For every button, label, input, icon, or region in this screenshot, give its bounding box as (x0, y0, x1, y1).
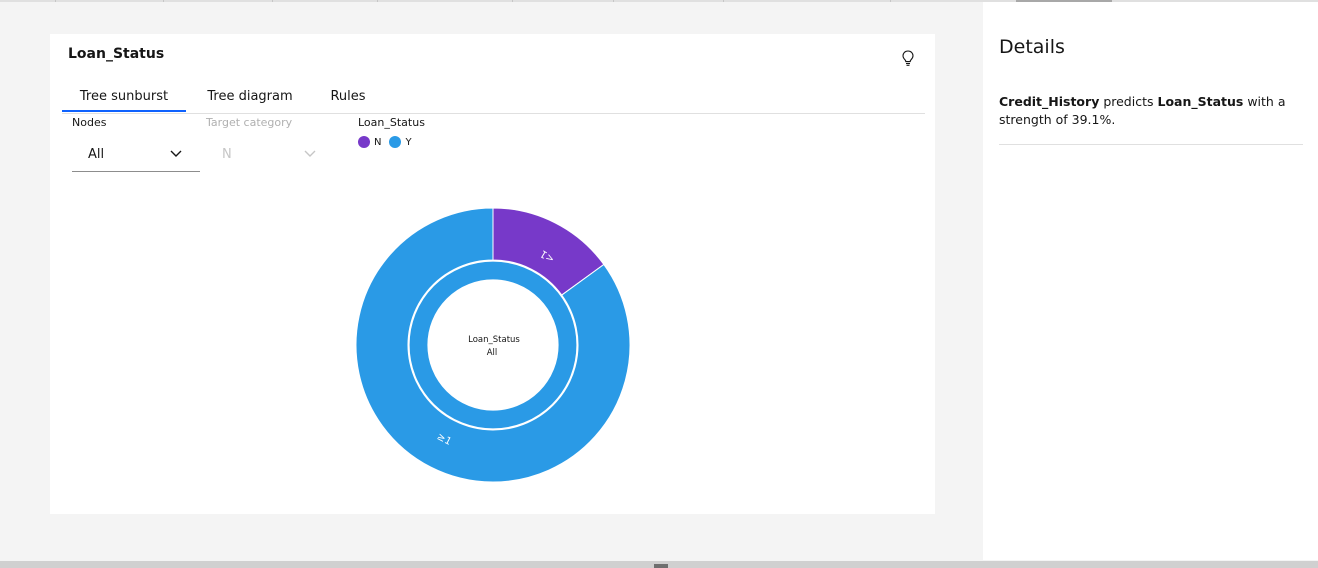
tab-bar: Tree sunburst Tree diagram Rules (62, 86, 925, 114)
center-subtitle: All (487, 348, 498, 358)
details-text-2: with a strength of 39.1%. (999, 94, 1286, 127)
details-text-1: predicts (1099, 94, 1158, 109)
target-category-value: N (222, 147, 232, 162)
tab-tree-diagram[interactable]: Tree diagram (207, 89, 293, 104)
details-divider (999, 144, 1303, 145)
legend-label-y: Y (405, 136, 412, 148)
legend: N Y (358, 136, 420, 148)
legend-item-y: Y (389, 136, 412, 148)
legend-title: Loan_Status (358, 116, 425, 129)
legend-label-n: N (374, 136, 382, 148)
details-title: Details (999, 36, 1065, 58)
target-name: Loan_Status (1157, 94, 1244, 109)
top-divider (0, 0, 1318, 2)
center-node[interactable] (429, 281, 557, 409)
sunburst-chart: Credit_History <1 ≥1 Loan_Status All (355, 207, 631, 483)
target-category-label: Target category (206, 116, 293, 129)
legend-swatch-n (358, 136, 370, 148)
outer-ring-segment-1[interactable] (355, 207, 631, 483)
resize-handle[interactable] (654, 564, 668, 568)
lightbulb-icon[interactable] (900, 49, 916, 67)
outer-ring (355, 207, 631, 483)
details-panel: Details Credit_History predicts Loan_Sta… (983, 2, 1318, 560)
legend-item-n: N (358, 136, 381, 148)
predictor-name: Credit_History (999, 94, 1100, 109)
chevron-down-icon (304, 150, 316, 157)
tab-rules[interactable]: Rules (330, 89, 366, 104)
nodes-value: All (88, 147, 105, 162)
center-title: Loan_Status (468, 335, 520, 345)
card-title: Loan_Status (68, 46, 165, 62)
nodes-label: Nodes (72, 116, 107, 129)
target-category-dropdown: N (206, 138, 324, 172)
inner-ring-segment-credit-history[interactable] (408, 260, 578, 430)
tab-tree-sunburst[interactable]: Tree sunburst (62, 86, 186, 112)
visualization-card: Loan_Status Tree sunburst Tree diagram R… (50, 34, 935, 514)
details-summary: Credit_History predicts Loan_Status with… (999, 93, 1299, 129)
legend-swatch-y (389, 136, 402, 148)
nodes-dropdown[interactable]: All (72, 138, 200, 172)
bottom-resize-bar (0, 561, 1318, 568)
chevron-down-icon (170, 150, 182, 157)
